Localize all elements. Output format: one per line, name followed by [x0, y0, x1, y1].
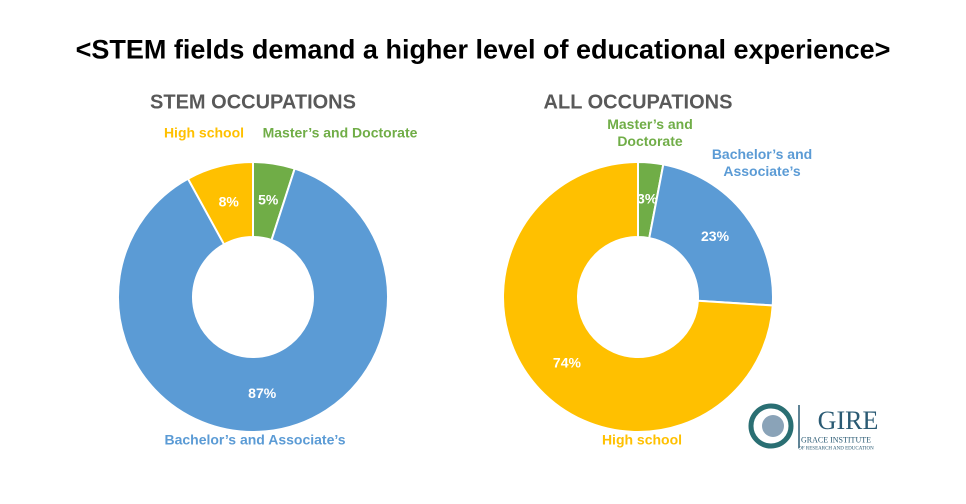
value-label: 8% [219, 193, 240, 209]
main-title: <STEM fields demand a higher level of ed… [75, 34, 891, 65]
value-label: 5% [258, 191, 279, 207]
value-label: 74% [553, 354, 582, 370]
value-label: 87% [248, 385, 277, 401]
category-label: Bachelor’s and Associate’s [164, 431, 346, 448]
value-label: 3% [637, 191, 658, 207]
donut-slice [648, 163, 774, 307]
donut-slice [186, 160, 254, 246]
logo-icon [748, 403, 800, 449]
logo-line: OF RESEARCH AND EDUCATION [798, 446, 874, 452]
chart-title: STEM OCCUPATIONS [150, 91, 356, 114]
chart-title: ALL OCCUPATIONS [543, 91, 733, 114]
category-label: High school [601, 431, 683, 448]
donut-slice [117, 167, 389, 433]
donut-slice [502, 160, 774, 433]
value-label: 23% [701, 228, 730, 244]
logo-line: GRACE INSTITUTE [801, 435, 871, 445]
category-label: High school [163, 124, 245, 141]
category-label: Master’s and Doctorate [262, 124, 418, 141]
category-label: Master’s and Doctorate [607, 116, 693, 149]
category-label: Bachelor’s and Associate’s [711, 146, 813, 179]
logo-name: GIRE [817, 406, 879, 435]
